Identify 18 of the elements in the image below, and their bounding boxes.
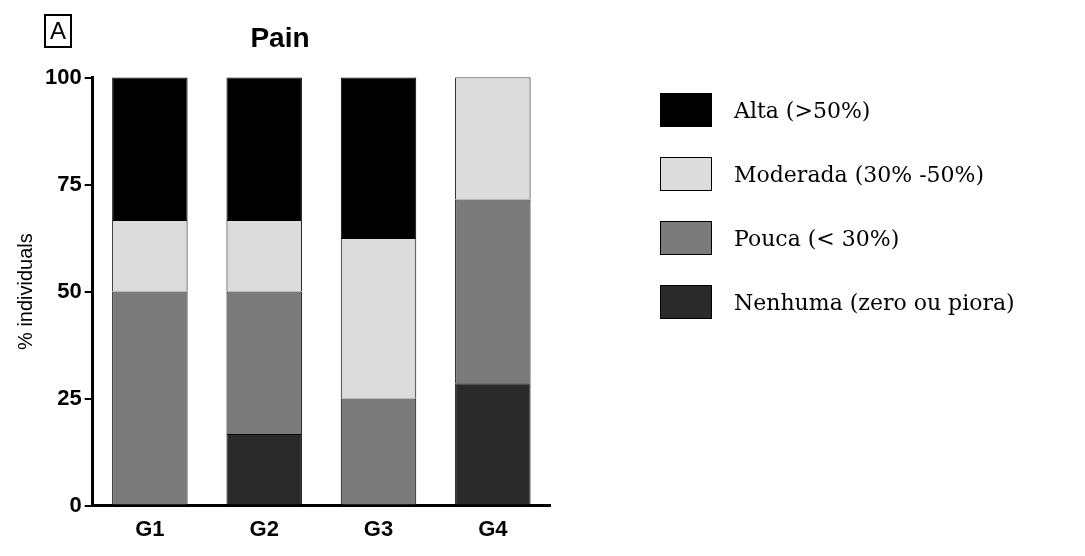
legend-label: Nenhuma (zero ou piora) xyxy=(734,289,1015,315)
y-tick-label: 50 xyxy=(57,277,82,303)
bar xyxy=(226,77,302,221)
x-tick-label: G4 xyxy=(478,515,509,541)
y-tick-label: 75 xyxy=(57,170,82,196)
legend-label: Moderada (30% -50%) xyxy=(734,161,985,187)
y-tick-label: 100 xyxy=(44,63,82,89)
legend-label: Alta (>50%) xyxy=(734,97,871,123)
x-tick-label: G2 xyxy=(249,515,279,541)
chart-title: Pain xyxy=(250,21,310,53)
legend-label: Pouca (< 30%) xyxy=(734,225,900,251)
x-tick-label: G3 xyxy=(363,515,394,541)
text: A xyxy=(44,14,73,48)
y-axis-title: % individuals xyxy=(13,233,36,350)
bar xyxy=(112,77,188,221)
y-tick-label: 25 xyxy=(57,384,82,410)
x-tick-label: G1 xyxy=(135,515,165,541)
y-tick-label: 0 xyxy=(69,491,82,517)
